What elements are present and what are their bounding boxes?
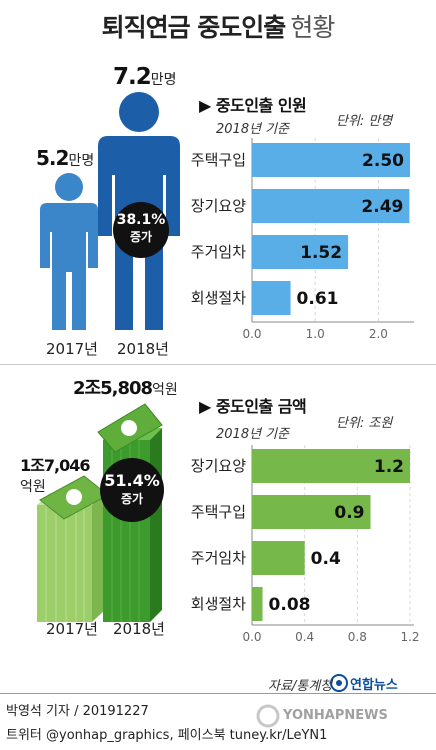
chart-amount-subtitle: 2018년 기준: [216, 427, 290, 442]
value-label: 0.9: [334, 503, 364, 523]
chart-people-title: ▶ 중도인출 인원: [199, 96, 307, 115]
watermark-icon: [256, 704, 280, 728]
bar: [252, 281, 291, 315]
chart-amount-by-reason: 0.0 0.4 0.8 1.2 장기요양 1.2 주택구입 0.9 주거임차 0.4 회생절차 0.0…: [191, 445, 420, 644]
category-label: 주거임차: [191, 243, 246, 261]
bar: [252, 235, 349, 269]
value-label: 0.08: [269, 595, 311, 615]
people-2018-year: 2018년: [117, 340, 169, 358]
source-note: 자료/통계청: [268, 679, 333, 694]
people-2018-value: 7.2만명: [113, 64, 177, 90]
bar: [252, 587, 263, 621]
value-label: 1.2: [374, 457, 404, 477]
title-sub: 현황: [290, 13, 335, 42]
tick-label: 0.8: [348, 630, 367, 644]
value-label: 0.61: [297, 289, 339, 309]
bar: [252, 189, 410, 223]
money-2018-year: 2018년: [113, 620, 165, 638]
footer-divider: [0, 693, 436, 694]
chart-people-unit: 단위: 만명: [336, 114, 393, 129]
tick-label: 1.2: [400, 630, 419, 644]
category-label: 장기요양: [191, 197, 246, 215]
bar: [252, 541, 305, 575]
category-label: 주택구입: [191, 151, 246, 169]
footer-social: 트위터 @yonhap_graphics, 페이스북 tuney.kr/LeYN…: [6, 728, 328, 743]
category-label: 주택구입: [191, 503, 246, 521]
tick-label: 2.0: [369, 327, 388, 341]
people-2017-year: 2017년: [46, 340, 98, 358]
chart-amount-unit: 단위: 조원: [336, 416, 393, 431]
money-2017-value: 1조7,046 억원: [20, 456, 90, 495]
watermark: YONHAPNEWS: [283, 708, 388, 723]
chart-people-subtitle: 2018년 기준: [216, 122, 290, 137]
title-main: 퇴직연금 중도인출: [101, 13, 287, 42]
bar: [252, 495, 371, 529]
value-label: 2.49: [361, 197, 403, 217]
category-label: 회생절차: [191, 289, 246, 307]
person-2017-icon: [40, 173, 98, 330]
tick-label: 0.4: [295, 630, 314, 644]
tick-label: 1.0: [306, 327, 325, 341]
money-2018-value: 2조5,808억원: [73, 378, 178, 399]
bar: [252, 449, 410, 483]
value-label: 0.4: [311, 549, 341, 569]
yonhap-logo: 연합뉴스: [350, 678, 398, 693]
value-label: 1.52: [300, 243, 342, 263]
money-stack-2017-icon: [37, 475, 109, 622]
yonhap-logo-icon: [330, 674, 348, 692]
bar: [252, 143, 410, 177]
category-label: 주거임차: [191, 549, 246, 567]
money-increase-badge: 51.4% 증가: [100, 458, 164, 522]
category-label: 회생절차: [191, 595, 246, 613]
footer-byline: 박영석 기자 / 20191227: [6, 704, 149, 719]
chart-people-by-reason: 0.0 1.0 2.0 주택구입 2.50 장기요양 2.49 주거임차 1.52 회생절차 0.6…: [191, 138, 414, 341]
category-label: 장기요양: [191, 457, 246, 475]
section-divider: [0, 364, 436, 365]
tick-label: 0.0: [242, 630, 261, 644]
people-increase-badge: 38.1% 증가: [113, 202, 169, 258]
tick-label: 0.0: [242, 327, 261, 341]
value-label: 2.50: [362, 151, 404, 171]
people-2017-value: 5.2만명: [36, 146, 95, 170]
chart-amount-title: ▶ 중도인출 금액: [199, 397, 307, 416]
money-2017-year: 2017년: [46, 620, 98, 638]
page-title: 퇴직연금 중도인출 현황: [0, 0, 436, 52]
